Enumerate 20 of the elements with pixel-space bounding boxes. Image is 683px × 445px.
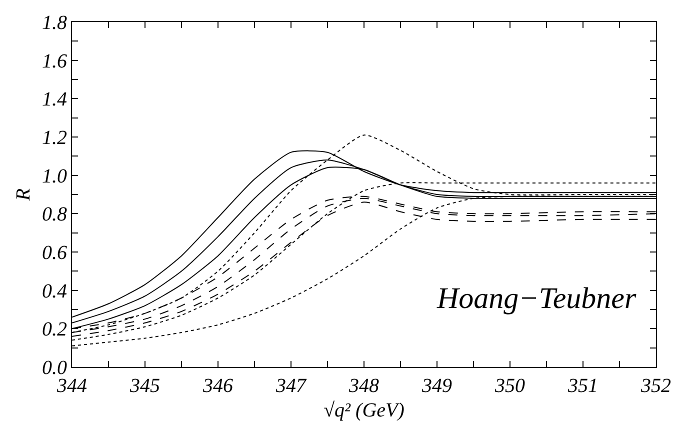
y-tick-label: 1.0: [42, 165, 67, 188]
x-tick-label: 346: [202, 375, 233, 397]
x-tick-label: 347: [275, 375, 307, 397]
y-tick-label: 1.6: [42, 50, 67, 72]
annotation: Hoang−Teubner: [436, 282, 636, 315]
y-tick-label: 0.6: [42, 242, 67, 264]
x-tick-label: 350: [494, 375, 525, 397]
x-tick-label: 348: [348, 375, 379, 397]
x-tick-label: 345: [129, 375, 160, 397]
y-tick-label: 0.2: [42, 318, 67, 341]
y-axis-title: R: [12, 188, 34, 202]
x-tick-label: 351: [567, 375, 598, 397]
x-tick-label: 352: [640, 375, 671, 397]
y-tick-label: 1.8: [42, 12, 67, 34]
y-tick-label: 1.2: [42, 127, 67, 149]
x-tick-label: 349: [421, 375, 452, 397]
y-tick-label: 1.4: [42, 88, 67, 111]
y-tick-label: 0.8: [42, 204, 67, 226]
y-tick-label: 0.4: [42, 280, 67, 302]
x-axis-title: √q² (GeV): [324, 400, 405, 422]
